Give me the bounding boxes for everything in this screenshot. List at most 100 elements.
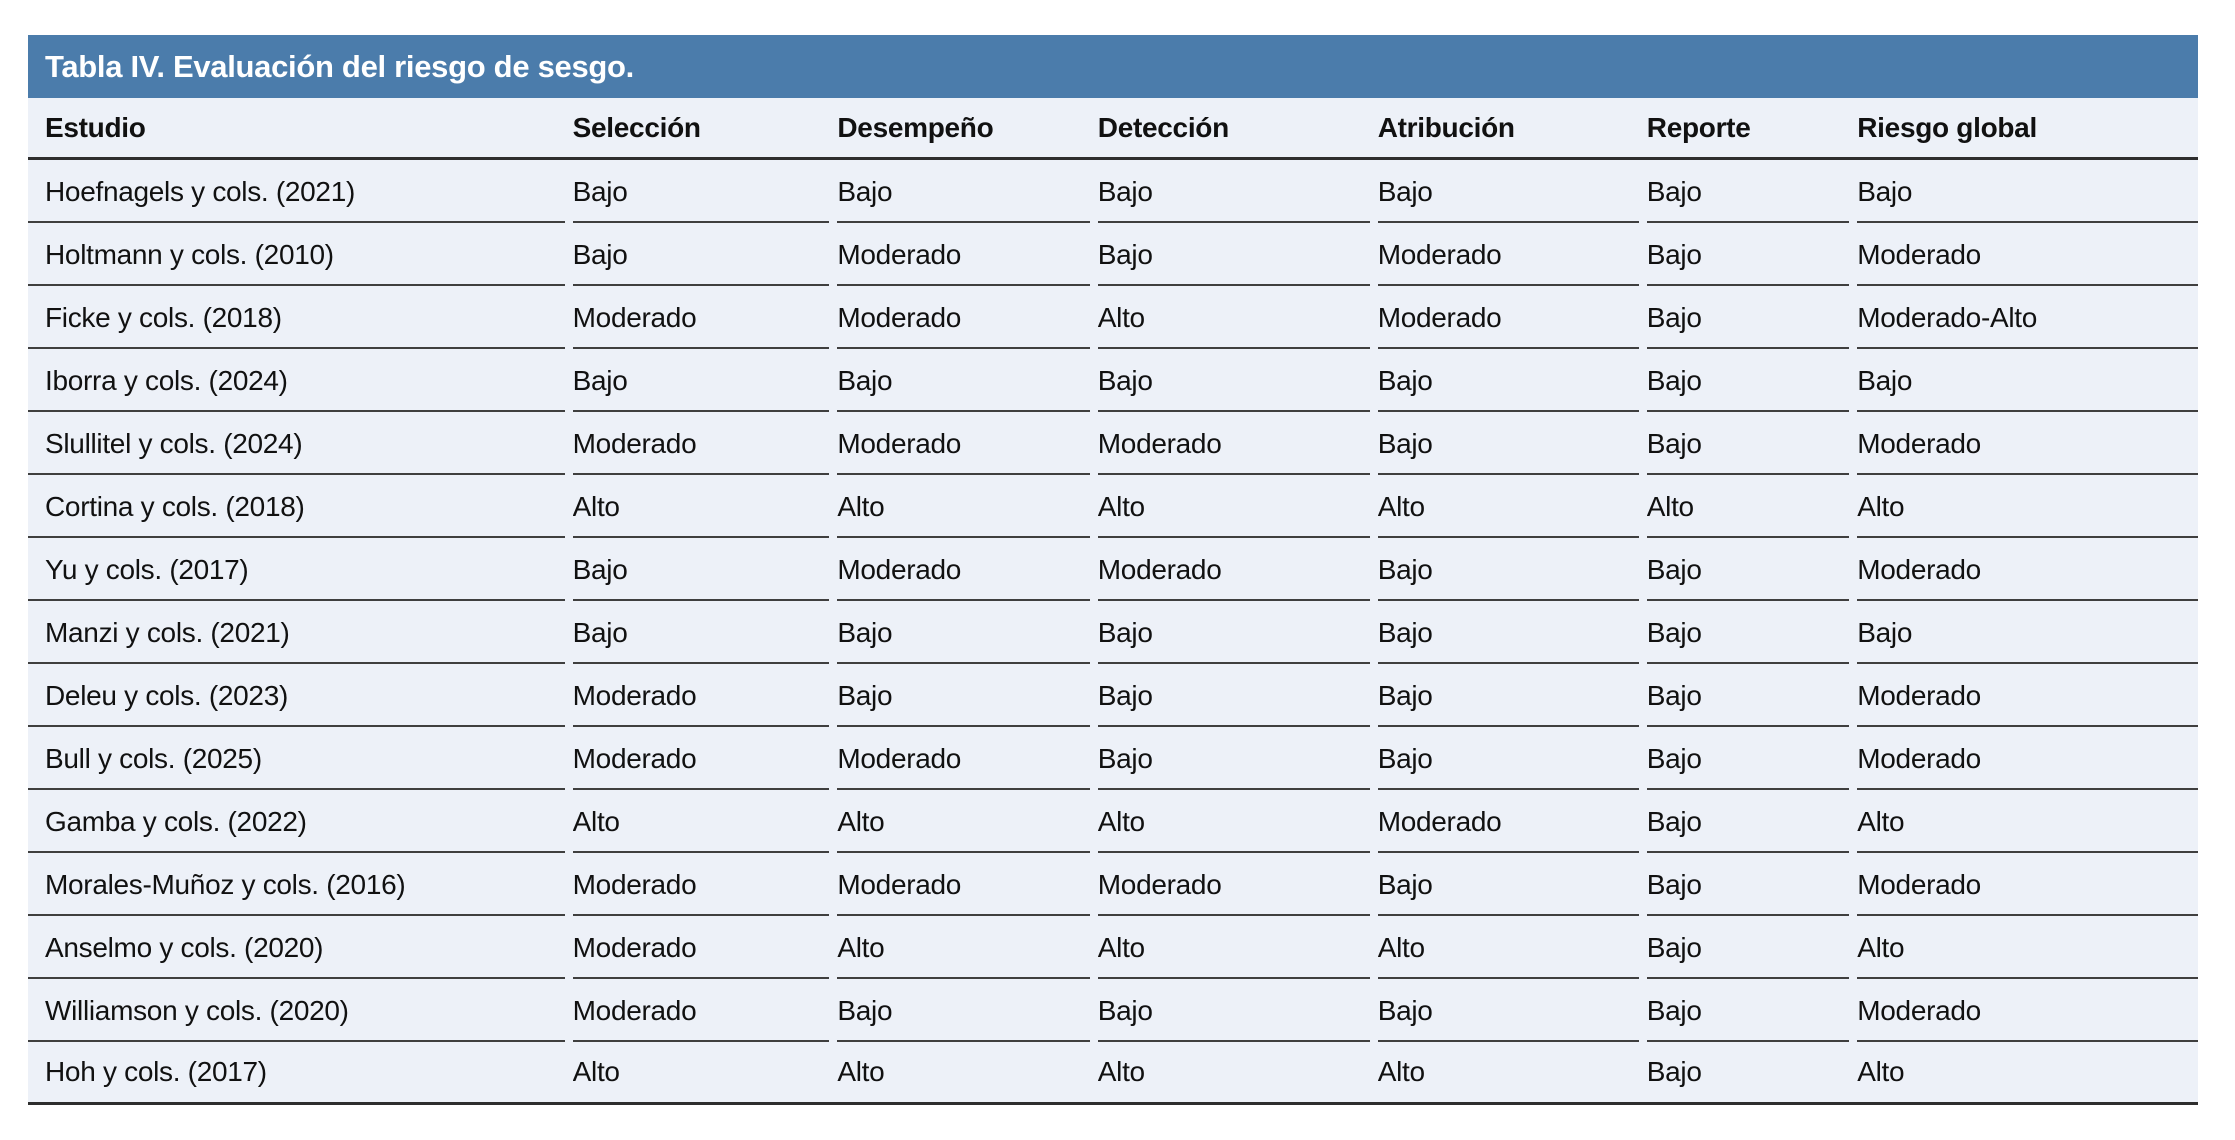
risk-level-cell: Bajo [837, 349, 1098, 412]
risk-level-cell: Bajo [1097, 727, 1378, 790]
table-row: Hoh y cols. (2017) Alto Alto Alto Alto Bajo Al… [28, 1042, 2198, 1105]
table-body: Hoefnagels y cols. (2021) Bajo Bajo Bajo Baj… [28, 160, 2198, 1105]
risk-level-cell: Moderado [1857, 412, 2198, 475]
risk-level-cell: Bajo [1646, 286, 1858, 349]
risk-level-cell: Moderado [1377, 790, 1647, 853]
risk-of-bias-table: Tabla IV. Evaluación del riesgo de sesgo… [28, 35, 2198, 1105]
risk-level-cell: Moderado [572, 916, 838, 979]
risk-level-cell: Moderado-Alto [1857, 286, 2198, 349]
column-header-deteccion: Detección [1097, 98, 1378, 160]
column-header-estudio: Estudio [28, 98, 573, 160]
risk-level-cell: Alto [572, 790, 838, 853]
risk-level-cell: Moderado [1857, 853, 2198, 916]
column-header-atribucion: Atribución [1377, 98, 1647, 160]
risk-level-cell: Bajo [1377, 538, 1647, 601]
study-name-cell: Holtmann y cols. (2010) [28, 223, 573, 286]
column-header-riesgo-global: Riesgo global [1857, 98, 2198, 160]
risk-level-cell: Moderado [837, 412, 1098, 475]
risk-level-cell: Moderado [837, 853, 1098, 916]
table-row: Cortina y cols. (2018) Alto Alto Alto Alto Al… [28, 475, 2198, 538]
risk-level-cell: Bajo [1857, 349, 2198, 412]
risk-level-cell: Bajo [1377, 853, 1647, 916]
risk-level-cell: Moderado [837, 727, 1098, 790]
risk-level-cell: Alto [1097, 1042, 1378, 1105]
table-row: Hoefnagels y cols. (2021) Bajo Bajo Bajo Baj… [28, 160, 2198, 223]
header-row: Estudio Selección Desempeño Detección Atribu… [28, 98, 2198, 160]
table-row: Ficke y cols. (2018) Moderado Moderado Alto… [28, 286, 2198, 349]
risk-level-cell: Alto [837, 1042, 1098, 1105]
risk-level-cell: Bajo [1097, 160, 1378, 223]
risk-level-cell: Moderado [572, 853, 838, 916]
risk-level-cell: Bajo [1646, 1042, 1858, 1105]
study-name-cell: Ficke y cols. (2018) [28, 286, 573, 349]
risk-level-cell: Bajo [837, 601, 1098, 664]
risk-level-cell: Bajo [572, 223, 838, 286]
study-name-cell: Bull y cols. (2025) [28, 727, 573, 790]
risk-level-cell: Bajo [1646, 349, 1858, 412]
risk-level-cell: Bajo [1097, 601, 1378, 664]
risk-level-cell: Moderado [837, 286, 1098, 349]
risk-level-cell: Moderado [572, 979, 838, 1042]
risk-level-cell: Alto [1097, 790, 1378, 853]
study-name-cell: Manzi y cols. (2021) [28, 601, 573, 664]
study-name-cell: Morales-Muñoz y cols. (2016) [28, 853, 573, 916]
risk-level-cell: Bajo [837, 160, 1098, 223]
risk-level-cell: Alto [837, 475, 1098, 538]
risk-level-cell: Bajo [1377, 979, 1647, 1042]
risk-level-cell: Bajo [1857, 601, 2198, 664]
risk-level-cell: Bajo [1097, 349, 1378, 412]
risk-level-cell: Alto [572, 1042, 838, 1105]
column-header-reporte: Reporte [1646, 98, 1858, 160]
risk-level-cell: Alto [837, 790, 1098, 853]
risk-level-cell: Moderado [572, 727, 838, 790]
table-title-bar: Tabla IV. Evaluación del riesgo de sesgo… [28, 35, 2198, 98]
risk-level-cell: Moderado [1097, 412, 1378, 475]
table-row: Iborra y cols. (2024) Bajo Bajo Bajo Bajo Baj… [28, 349, 2198, 412]
risk-level-cell: Bajo [1377, 349, 1647, 412]
risk-level-cell: Bajo [1377, 160, 1647, 223]
risk-level-cell: Alto [1377, 1042, 1647, 1105]
study-name-cell: Gamba y cols. (2022) [28, 790, 573, 853]
study-name-cell: Cortina y cols. (2018) [28, 475, 573, 538]
risk-level-cell: Bajo [572, 349, 838, 412]
risk-level-cell: Alto [1857, 790, 2198, 853]
risk-level-cell: Bajo [1646, 979, 1858, 1042]
risk-level-cell: Bajo [1097, 223, 1378, 286]
risk-level-cell: Bajo [1646, 727, 1858, 790]
data-table: Estudio Selección Desempeño Detección Atribu… [28, 98, 2198, 1105]
risk-level-cell: Bajo [1097, 664, 1378, 727]
risk-level-cell: Alto [1377, 916, 1647, 979]
risk-level-cell: Moderado [837, 538, 1098, 601]
risk-level-cell: Bajo [572, 160, 838, 223]
table-title: Tabla IV. Evaluación del riesgo de sesgo… [45, 49, 634, 84]
risk-level-cell: Moderado [1857, 223, 2198, 286]
risk-level-cell: Bajo [1646, 853, 1858, 916]
risk-level-cell: Alto [1097, 286, 1378, 349]
risk-level-cell: Moderado [837, 223, 1098, 286]
risk-level-cell: Bajo [572, 601, 838, 664]
risk-level-cell: Moderado [1857, 664, 2198, 727]
column-header-seleccion: Selección [572, 98, 838, 160]
risk-level-cell: Bajo [1646, 538, 1858, 601]
study-name-cell: Hoh y cols. (2017) [28, 1042, 573, 1105]
risk-level-cell: Alto [1097, 916, 1378, 979]
risk-level-cell: Alto [1646, 475, 1858, 538]
study-name-cell: Yu y cols. (2017) [28, 538, 573, 601]
table-row: Holtmann y cols. (2010) Bajo Moderado Bajo M… [28, 223, 2198, 286]
study-name-cell: Anselmo y cols. (2020) [28, 916, 573, 979]
study-name-cell: Deleu y cols. (2023) [28, 664, 573, 727]
risk-level-cell: Bajo [1646, 601, 1858, 664]
risk-level-cell: Moderado [1377, 286, 1647, 349]
risk-level-cell: Moderado [572, 412, 838, 475]
risk-level-cell: Moderado [1857, 979, 2198, 1042]
study-name-cell: Williamson y cols. (2020) [28, 979, 573, 1042]
table-row: Gamba y cols. (2022) Alto Alto Alto Moderado… [28, 790, 2198, 853]
study-name-cell: Hoefnagels y cols. (2021) [28, 160, 573, 223]
table-row: Morales-Muñoz y cols. (2016) Moderado Mode… [28, 853, 2198, 916]
risk-level-cell: Bajo [1646, 412, 1858, 475]
risk-level-cell: Moderado [1097, 853, 1378, 916]
column-header-desempeno: Desempeño [837, 98, 1098, 160]
risk-level-cell: Bajo [1646, 916, 1858, 979]
risk-level-cell: Bajo [1097, 979, 1378, 1042]
risk-level-cell: Alto [837, 916, 1098, 979]
